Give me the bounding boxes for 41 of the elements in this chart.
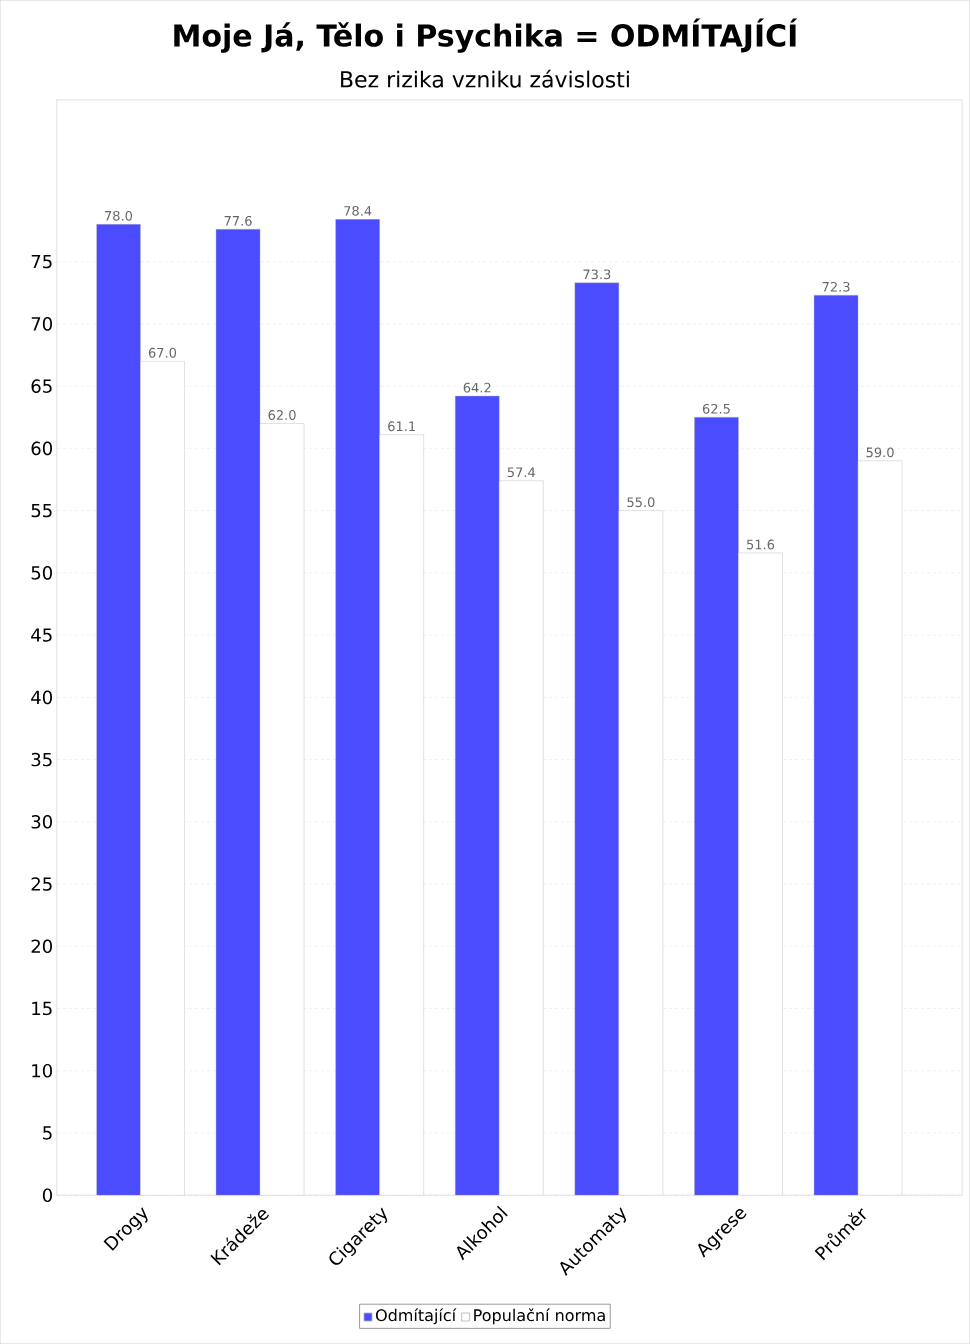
y-tick-label: 75 <box>31 254 52 269</box>
bar <box>813 295 859 1196</box>
y-tick-label: 55 <box>31 503 52 518</box>
bar <box>335 219 380 1196</box>
y-tick-label: 70 <box>31 317 53 331</box>
legend-label: Populační norma <box>474 1308 605 1325</box>
data-label: 59.0 <box>866 447 894 458</box>
data-label: 77.6 <box>224 215 252 226</box>
y-tick-label: 25 <box>31 877 52 891</box>
y-tick-label: 10 <box>32 1063 53 1078</box>
y-tick-label: 40 <box>31 690 53 705</box>
data-label: 55.0 <box>627 497 655 508</box>
bar <box>215 229 261 1196</box>
y-tick-label: 20 <box>31 939 53 954</box>
data-label: 62.5 <box>702 403 730 414</box>
data-label: 72.3 <box>822 281 850 292</box>
data-label: 78.0 <box>105 210 133 221</box>
data-label: 51.6 <box>747 539 775 550</box>
y-tick-label: 30 <box>31 814 53 829</box>
bar <box>694 417 739 1196</box>
data-label: 57.4 <box>507 467 536 478</box>
y-tick-label: 15 <box>32 1001 52 1016</box>
y-tick-label: 50 <box>31 566 53 580</box>
bar <box>96 224 141 1196</box>
data-label: 61.1 <box>388 421 416 432</box>
y-tick-label: 35 <box>31 752 52 767</box>
y-tick-label: 60 <box>31 441 53 456</box>
chart-subtitle: Bez rizika vzniku závislosti <box>341 69 629 88</box>
data-label: 78.4 <box>344 205 372 216</box>
data-label: 67.0 <box>148 347 177 358</box>
y-tick-label: 65 <box>31 379 52 393</box>
bar <box>455 395 500 1196</box>
legend-label: Odmítající <box>376 1308 457 1325</box>
data-label: 62.0 <box>268 410 296 420</box>
data-label: 64.2 <box>463 382 491 393</box>
data-label: 73.3 <box>583 269 611 280</box>
y-tick-label: 5 <box>43 1126 52 1140</box>
y-tick-label: 45 <box>31 628 52 642</box>
y-tick-label: 0 <box>43 1188 53 1203</box>
chart-title: Moje Já, Tělo i Psychika = ODMÍTAJÍCÍ <box>174 18 798 53</box>
bar <box>574 282 620 1196</box>
